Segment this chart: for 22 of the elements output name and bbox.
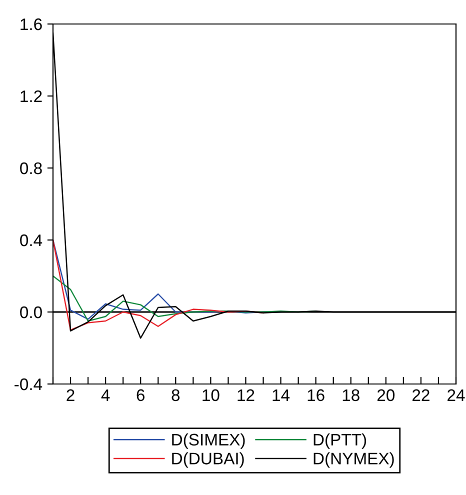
- x-tick-label: 24: [448, 389, 465, 401]
- x-tick-label: 18: [342, 389, 360, 402]
- x-tick-label: 20: [377, 389, 395, 402]
- x-tick-label: 22: [412, 389, 430, 401]
- y-tick-label: 1.2: [20, 90, 42, 102]
- legend-label: D(PTT): [314, 433, 366, 449]
- x-tick-label: 2: [66, 389, 74, 401]
- x-tick-label: 10: [202, 389, 220, 402]
- x-tick-label: 8: [172, 389, 180, 402]
- y-tick-label: 0.4: [20, 234, 42, 246]
- y-tick-label: 0.0: [20, 306, 42, 318]
- y-tick-label: -0.4: [14, 378, 42, 390]
- legend-label: D(SIMEX): [172, 433, 245, 449]
- x-tick-label: 12: [238, 389, 254, 401]
- x-tick-label: 4: [101, 389, 110, 401]
- y-tick-label: 1.6: [20, 18, 42, 30]
- legend-label: D(DUBAI): [172, 452, 244, 468]
- x-tick-label: 14: [272, 389, 290, 401]
- x-tick-label: 16: [308, 389, 324, 402]
- y-tick-label: 0.8: [20, 162, 42, 174]
- x-tick-label: 6: [136, 389, 145, 402]
- legend-label: D(NYMEX): [314, 452, 394, 468]
